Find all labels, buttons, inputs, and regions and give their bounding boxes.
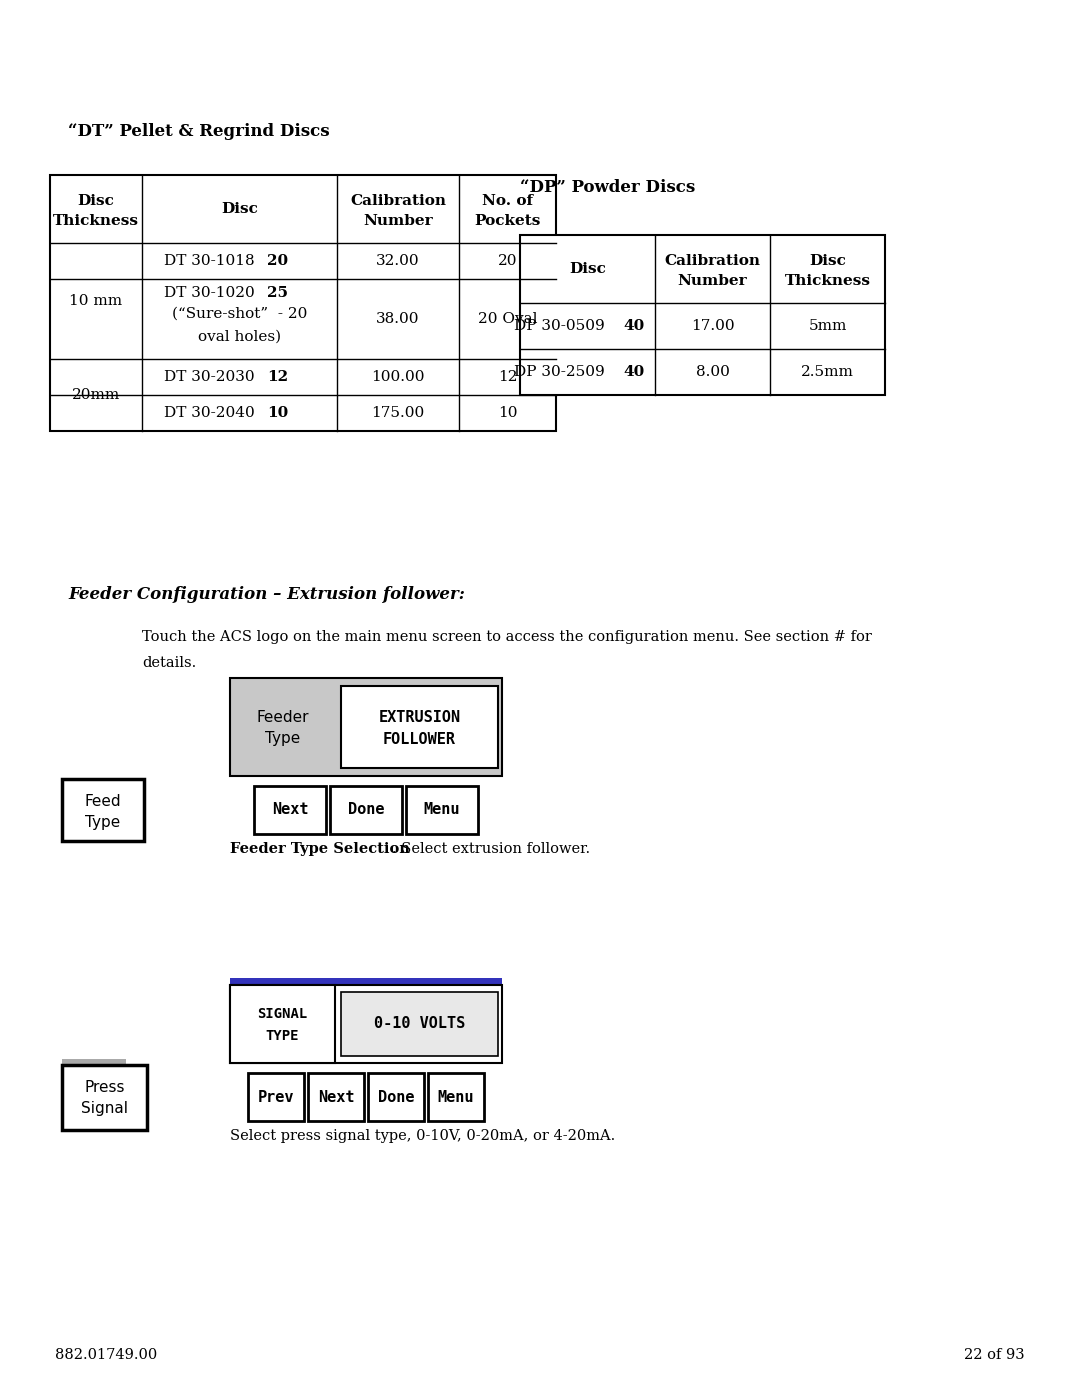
Bar: [230, 678, 335, 775]
Text: EXTRUSION: EXTRUSION: [378, 710, 460, 725]
Text: Disc: Disc: [221, 203, 258, 217]
Bar: [254, 787, 326, 834]
Text: FOLLOWER: FOLLOWER: [383, 732, 456, 746]
Text: “DT” Pellet & Regrind Discs: “DT” Pellet & Regrind Discs: [68, 123, 329, 140]
Text: Calibration: Calibration: [664, 254, 760, 268]
Text: Number: Number: [363, 214, 433, 228]
Text: 2.5mm: 2.5mm: [801, 365, 854, 379]
Bar: [519, 235, 885, 395]
Text: 20: 20: [498, 254, 517, 268]
Text: 175.00: 175.00: [372, 407, 424, 420]
Text: Next: Next: [272, 802, 308, 817]
Bar: [62, 780, 144, 841]
Text: 12: 12: [498, 370, 517, 384]
Text: DT 30-1020: DT 30-1020: [164, 286, 255, 300]
Text: 5mm: 5mm: [808, 319, 847, 332]
Text: 8.00: 8.00: [696, 365, 729, 379]
Text: (“Sure-shot”  - 20: (“Sure-shot” - 20: [172, 307, 307, 321]
Text: Type: Type: [85, 814, 121, 830]
Text: Type: Type: [265, 732, 300, 746]
Text: DP 30-0509: DP 30-0509: [514, 319, 605, 332]
Text: Number: Number: [677, 274, 747, 288]
Text: Prev: Prev: [258, 1090, 294, 1105]
Text: DT 30-2030: DT 30-2030: [164, 370, 255, 384]
Bar: [406, 787, 478, 834]
Bar: [308, 1073, 364, 1120]
Bar: [341, 992, 498, 1056]
Text: Feeder Type Selection: Feeder Type Selection: [230, 842, 410, 856]
Text: details.: details.: [141, 657, 197, 671]
Bar: [62, 1065, 147, 1130]
Text: DP 30-2509: DP 30-2509: [514, 365, 605, 379]
Text: DT 30-1018: DT 30-1018: [164, 254, 255, 268]
Text: 10: 10: [267, 407, 288, 420]
Text: Pockets: Pockets: [474, 214, 541, 228]
Text: “DP” Powder Discs: “DP” Powder Discs: [519, 179, 696, 196]
Bar: [230, 678, 502, 775]
Text: 25: 25: [267, 286, 288, 300]
Bar: [230, 985, 335, 1063]
Bar: [428, 1073, 484, 1120]
Text: Touch the ACS logo on the main menu screen to access the configuration menu. See: Touch the ACS logo on the main menu scre…: [141, 630, 872, 644]
Bar: [230, 678, 502, 775]
Text: 10 mm: 10 mm: [69, 293, 122, 307]
Bar: [50, 175, 556, 432]
Text: Signal: Signal: [81, 1101, 129, 1116]
Text: Disc: Disc: [569, 263, 606, 277]
Text: Disc: Disc: [78, 194, 114, 208]
Text: 22 of 93: 22 of 93: [964, 1348, 1025, 1362]
Text: 38.00: 38.00: [376, 312, 420, 326]
Text: 882.01749.00: 882.01749.00: [55, 1348, 158, 1362]
Bar: [62, 1059, 125, 1065]
Bar: [330, 787, 402, 834]
Text: oval holes): oval holes): [198, 330, 281, 344]
Text: Disc: Disc: [809, 254, 846, 268]
Text: Next: Next: [318, 1090, 354, 1105]
Bar: [230, 978, 502, 985]
Text: Press: Press: [84, 1080, 125, 1095]
Text: 40: 40: [623, 365, 644, 379]
Text: 32.00: 32.00: [376, 254, 420, 268]
Text: Thickness: Thickness: [784, 274, 870, 288]
Text: 12: 12: [267, 370, 288, 384]
Text: Feed: Feed: [84, 793, 121, 809]
Text: 20mm: 20mm: [72, 388, 120, 402]
Text: 10: 10: [498, 407, 517, 420]
Bar: [230, 985, 502, 1063]
Text: SIGNAL: SIGNAL: [257, 1007, 308, 1021]
Text: 0-10 VOLTS: 0-10 VOLTS: [374, 1017, 465, 1031]
Text: Menu: Menu: [423, 802, 460, 817]
Text: 40: 40: [623, 319, 644, 332]
Text: Select press signal type, 0-10V, 0-20mA, or 4-20mA.: Select press signal type, 0-10V, 0-20mA,…: [230, 1129, 616, 1143]
Text: Feeder: Feeder: [256, 710, 309, 725]
Text: 20: 20: [267, 254, 288, 268]
Text: 20 Oval: 20 Oval: [477, 312, 537, 326]
Text: Thickness: Thickness: [53, 214, 139, 228]
Text: Done: Done: [378, 1090, 415, 1105]
Bar: [248, 1073, 303, 1120]
Text: Done: Done: [348, 802, 384, 817]
Text: . Select extrusion follower.: . Select extrusion follower.: [392, 842, 590, 856]
Bar: [341, 686, 498, 768]
Text: Calibration: Calibration: [350, 194, 446, 208]
Bar: [368, 1073, 424, 1120]
Text: Feeder Configuration – Extrusion follower:: Feeder Configuration – Extrusion followe…: [68, 585, 464, 604]
Text: DT 30-2040: DT 30-2040: [164, 407, 255, 420]
Text: 17.00: 17.00: [691, 319, 734, 332]
Text: 100.00: 100.00: [372, 370, 424, 384]
Text: Menu: Menu: [437, 1090, 474, 1105]
Text: TYPE: TYPE: [266, 1030, 299, 1044]
Text: No. of: No. of: [482, 194, 534, 208]
